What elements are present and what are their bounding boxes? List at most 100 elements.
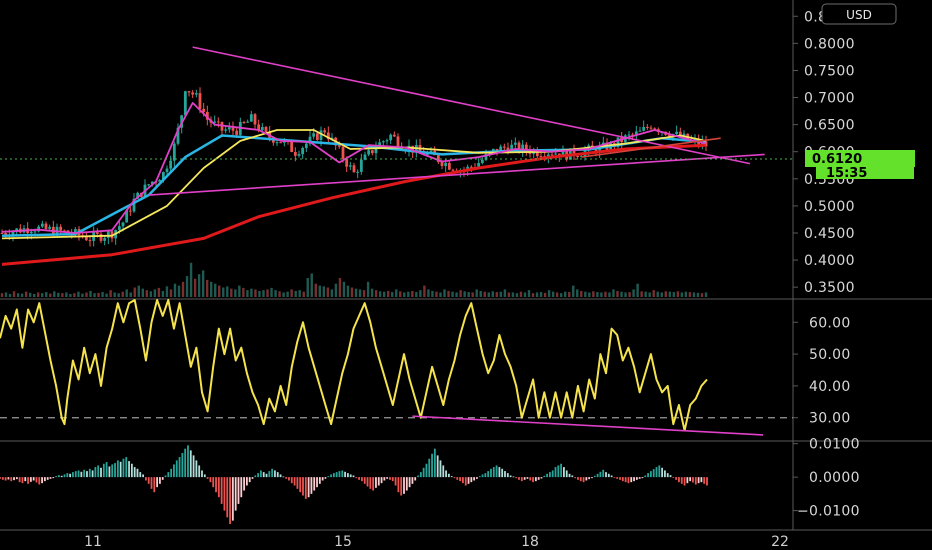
candle-body: [40, 223, 44, 227]
volume-bar: [664, 291, 667, 297]
histogram-bar: [593, 475, 596, 478]
candle-body: [444, 162, 448, 166]
volume-bar: [636, 283, 639, 297]
volume-bar: [399, 291, 402, 297]
volume-bar: [632, 289, 635, 297]
volume-bar: [61, 293, 64, 297]
volume-bar: [173, 283, 177, 297]
histogram-bar: [293, 477, 296, 486]
histogram-bar: [411, 477, 414, 484]
volume-bar: [439, 292, 442, 297]
candle-body: [554, 153, 558, 155]
histogram-bar: [706, 477, 708, 486]
time-axis[interactable]: 11 15 18 22: [84, 534, 789, 550]
volume-bar: [266, 289, 269, 297]
histogram-bar: [130, 463, 133, 478]
histogram-bar: [125, 457, 128, 478]
oscillator-tick-label: 30.00: [809, 411, 851, 427]
histogram-bar: [417, 475, 419, 478]
histogram-bar: [111, 464, 114, 478]
histogram-bar: [599, 471, 602, 478]
histogram-bar: [616, 477, 619, 479]
volume-bar: [346, 285, 350, 297]
volume-bars: [0, 262, 708, 297]
candle-body: [121, 222, 125, 227]
volume-bar: [278, 291, 281, 297]
volume-bar: [688, 292, 692, 297]
candle-body: [275, 142, 279, 144]
volume-bar: [93, 293, 96, 297]
volume-bar: [431, 290, 434, 297]
volume-bar: [250, 288, 253, 297]
candle-body: [128, 210, 132, 212]
histogram-bar: [251, 477, 254, 479]
histogram-bar: [375, 477, 377, 488]
histogram-bar: [540, 477, 543, 479]
histogram-bar: [568, 473, 571, 478]
volume-bar: [302, 291, 305, 297]
histogram-bar: [431, 453, 433, 478]
histogram-bar: [548, 472, 551, 478]
candle-body: [242, 122, 246, 124]
histogram-bar: [588, 477, 591, 480]
volume-bar: [145, 290, 149, 297]
moving-average-line: [1, 102, 707, 234]
volume-bar: [185, 276, 189, 297]
histogram-bar: [58, 475, 60, 478]
histogram-bar: [422, 467, 425, 478]
volume-bar: [169, 289, 173, 297]
currency-button[interactable]: USD: [821, 3, 897, 25]
histogram-bar: [237, 477, 240, 504]
histogram-bar: [257, 473, 260, 478]
volume-bar: [584, 291, 587, 297]
volume-bar: [543, 292, 547, 297]
time-tick-label: 15: [334, 534, 352, 550]
volume-bar: [230, 288, 233, 297]
price-trendline: [148, 153, 765, 196]
volume-bar: [222, 287, 225, 297]
volume-bar: [246, 290, 249, 297]
histogram-bar: [694, 477, 697, 485]
histogram-bar: [641, 477, 644, 479]
volume-bar: [121, 291, 124, 297]
histogram-bar: [108, 466, 111, 478]
candle-body: [161, 172, 165, 181]
histogram-bar: [136, 468, 139, 478]
volume-bar: [559, 293, 563, 297]
candle-body: [29, 231, 33, 234]
volume-bar: [503, 289, 507, 297]
candle-body: [59, 226, 63, 231]
volume-bar: [467, 292, 470, 297]
histogram-bar: [74, 471, 77, 478]
histogram-bar: [686, 477, 689, 484]
candle-body: [440, 161, 444, 166]
volume-bar: [443, 289, 446, 297]
volume-bar: [306, 278, 309, 297]
volume-bar: [547, 290, 551, 297]
candle-body: [645, 126, 649, 128]
histogram-bar: [217, 477, 220, 498]
histogram-bar: [577, 477, 579, 480]
price-tick-label: 0.3500: [804, 280, 855, 296]
histogram-bar: [361, 477, 363, 482]
price-tick-label: 0.4000: [804, 253, 855, 269]
volume-bar: [660, 292, 663, 297]
histogram-bar: [470, 477, 473, 483]
histogram-bar: [94, 467, 97, 478]
volume-bar: [362, 290, 366, 297]
volume-bar: [507, 292, 511, 297]
histogram-bar: [619, 477, 621, 480]
volume-bar: [318, 285, 322, 297]
candle-body: [73, 229, 77, 235]
volume-bar: [391, 292, 394, 297]
volume-bar: [572, 285, 575, 297]
candle-body: [88, 240, 92, 242]
histogram-bar: [88, 468, 91, 478]
candle-body: [290, 141, 294, 152]
histogram-bar: [506, 473, 509, 478]
histogram-bar: [66, 473, 69, 478]
histogram-bar: [344, 471, 346, 478]
histogram-bar: [279, 474, 282, 478]
histogram-bar: [504, 471, 506, 478]
histogram-bar: [532, 477, 534, 483]
